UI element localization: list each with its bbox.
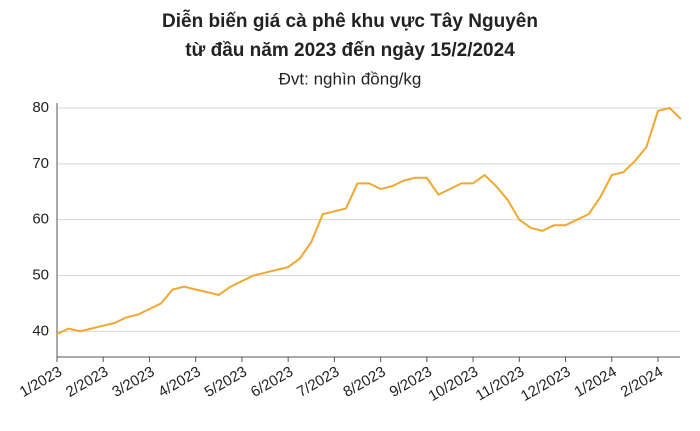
- y-tick-label: 70: [32, 155, 49, 172]
- x-tick-label: 11/2023: [473, 363, 527, 404]
- x-tick-label: 10/2023: [426, 363, 481, 405]
- chart-subtitle: từ đầu năm 2023 đến ngày 15/2/2024: [185, 40, 515, 61]
- y-tick-label: 80: [32, 99, 49, 116]
- y-tick-label: 40: [32, 322, 49, 339]
- x-tick-label: 4/2023: [155, 363, 203, 401]
- x-tick-label: 3/2023: [109, 363, 157, 401]
- y-tick-label: 50: [32, 266, 49, 283]
- x-tick-label: 12/2023: [518, 363, 573, 405]
- x-tick-label: 8/2023: [340, 363, 388, 401]
- y-tick-label: 60: [32, 211, 49, 228]
- x-tick-label: 1/2024: [572, 363, 620, 401]
- x-tick-label: 7/2023: [294, 363, 342, 401]
- x-tick-label: 2/2023: [63, 363, 111, 401]
- x-tick-label: 1/2023: [17, 363, 65, 401]
- price-line: [56, 106, 682, 336]
- chart-title: Diễn biến giá cà phê khu vực Tây Nguyên: [162, 10, 538, 32]
- x-tick-label: 2/2024: [618, 363, 666, 401]
- x-tick-label: 5/2023: [202, 363, 250, 401]
- x-tick-label: 6/2023: [248, 363, 296, 401]
- unit-label: Đvt: nghìn đồng/kg: [279, 69, 422, 88]
